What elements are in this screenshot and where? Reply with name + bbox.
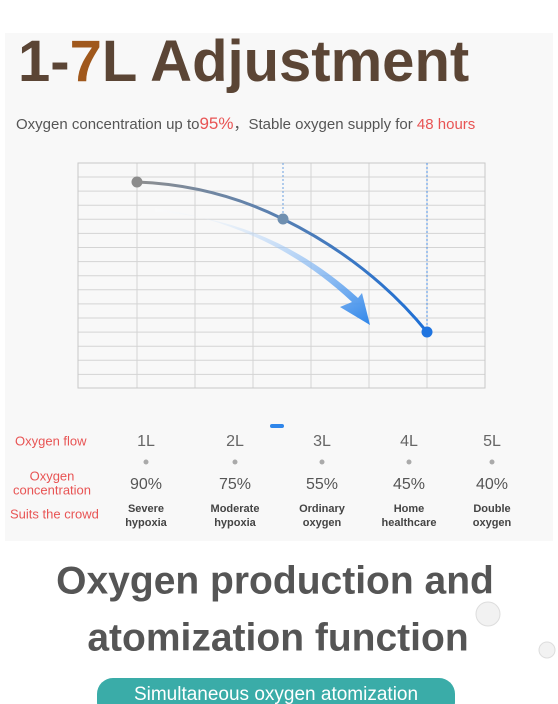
crowd: Home bbox=[394, 503, 425, 515]
subtitle-highlight: 95% bbox=[199, 114, 233, 133]
crowd: hypoxia bbox=[214, 517, 256, 529]
dot bbox=[406, 459, 412, 465]
flow-label: 3L bbox=[313, 433, 331, 450]
point bbox=[131, 176, 143, 188]
panel bbox=[5, 33, 553, 541]
flow-label: 4L bbox=[400, 433, 418, 450]
crowd: hypoxia bbox=[125, 517, 167, 529]
crowd: oxygen bbox=[303, 517, 342, 529]
subtitle-part: ，Stable oxygen supply for bbox=[233, 116, 416, 133]
flow-label: 2L bbox=[226, 433, 244, 450]
title-part: 1- bbox=[18, 29, 70, 94]
concentration: 40% bbox=[476, 476, 508, 493]
crowd: healthcare bbox=[381, 517, 436, 529]
point bbox=[277, 213, 289, 225]
crowd: oxygen bbox=[473, 517, 512, 529]
flow-label: 1L bbox=[137, 433, 155, 450]
indicator bbox=[270, 424, 284, 428]
crowd: Moderate bbox=[211, 503, 260, 515]
grid-frame bbox=[77, 162, 486, 389]
row-label: Oxygen flow bbox=[15, 433, 87, 448]
dot bbox=[232, 459, 238, 465]
subtitle: Oxygen concentration up to95%，Stable oxy… bbox=[16, 114, 475, 133]
concentration: 75% bbox=[219, 476, 251, 493]
heading-line: Oxygen production and bbox=[56, 559, 494, 602]
crowd: Severe bbox=[128, 503, 164, 515]
concentration: 45% bbox=[393, 476, 425, 493]
title-highlight: 7 bbox=[70, 29, 102, 94]
point bbox=[421, 326, 433, 338]
row-label: Oxygen bbox=[30, 468, 75, 483]
button-label[interactable]: Simultaneous oxygen atomization bbox=[134, 684, 418, 704]
dot bbox=[489, 459, 495, 465]
bubble bbox=[475, 601, 501, 627]
title: 1-7L Adjustment bbox=[18, 29, 469, 94]
button[interactable] bbox=[97, 678, 455, 704]
title-part: L Adjustment bbox=[102, 29, 469, 94]
subtitle-highlight: 48 hours bbox=[417, 116, 475, 133]
concentration: 55% bbox=[306, 476, 338, 493]
heading-line: atomization function bbox=[87, 616, 468, 659]
bubble bbox=[538, 641, 556, 659]
dot bbox=[143, 459, 149, 465]
crowd: Double bbox=[473, 503, 510, 515]
concentration: 90% bbox=[130, 476, 162, 493]
flow-label: 5L bbox=[483, 433, 501, 450]
crowd: Ordinary bbox=[299, 503, 346, 515]
row-label: Suits the crowd bbox=[10, 506, 99, 521]
dot bbox=[319, 459, 325, 465]
row-label: concentration bbox=[13, 482, 91, 497]
subtitle-part: Oxygen concentration up to bbox=[16, 116, 199, 133]
